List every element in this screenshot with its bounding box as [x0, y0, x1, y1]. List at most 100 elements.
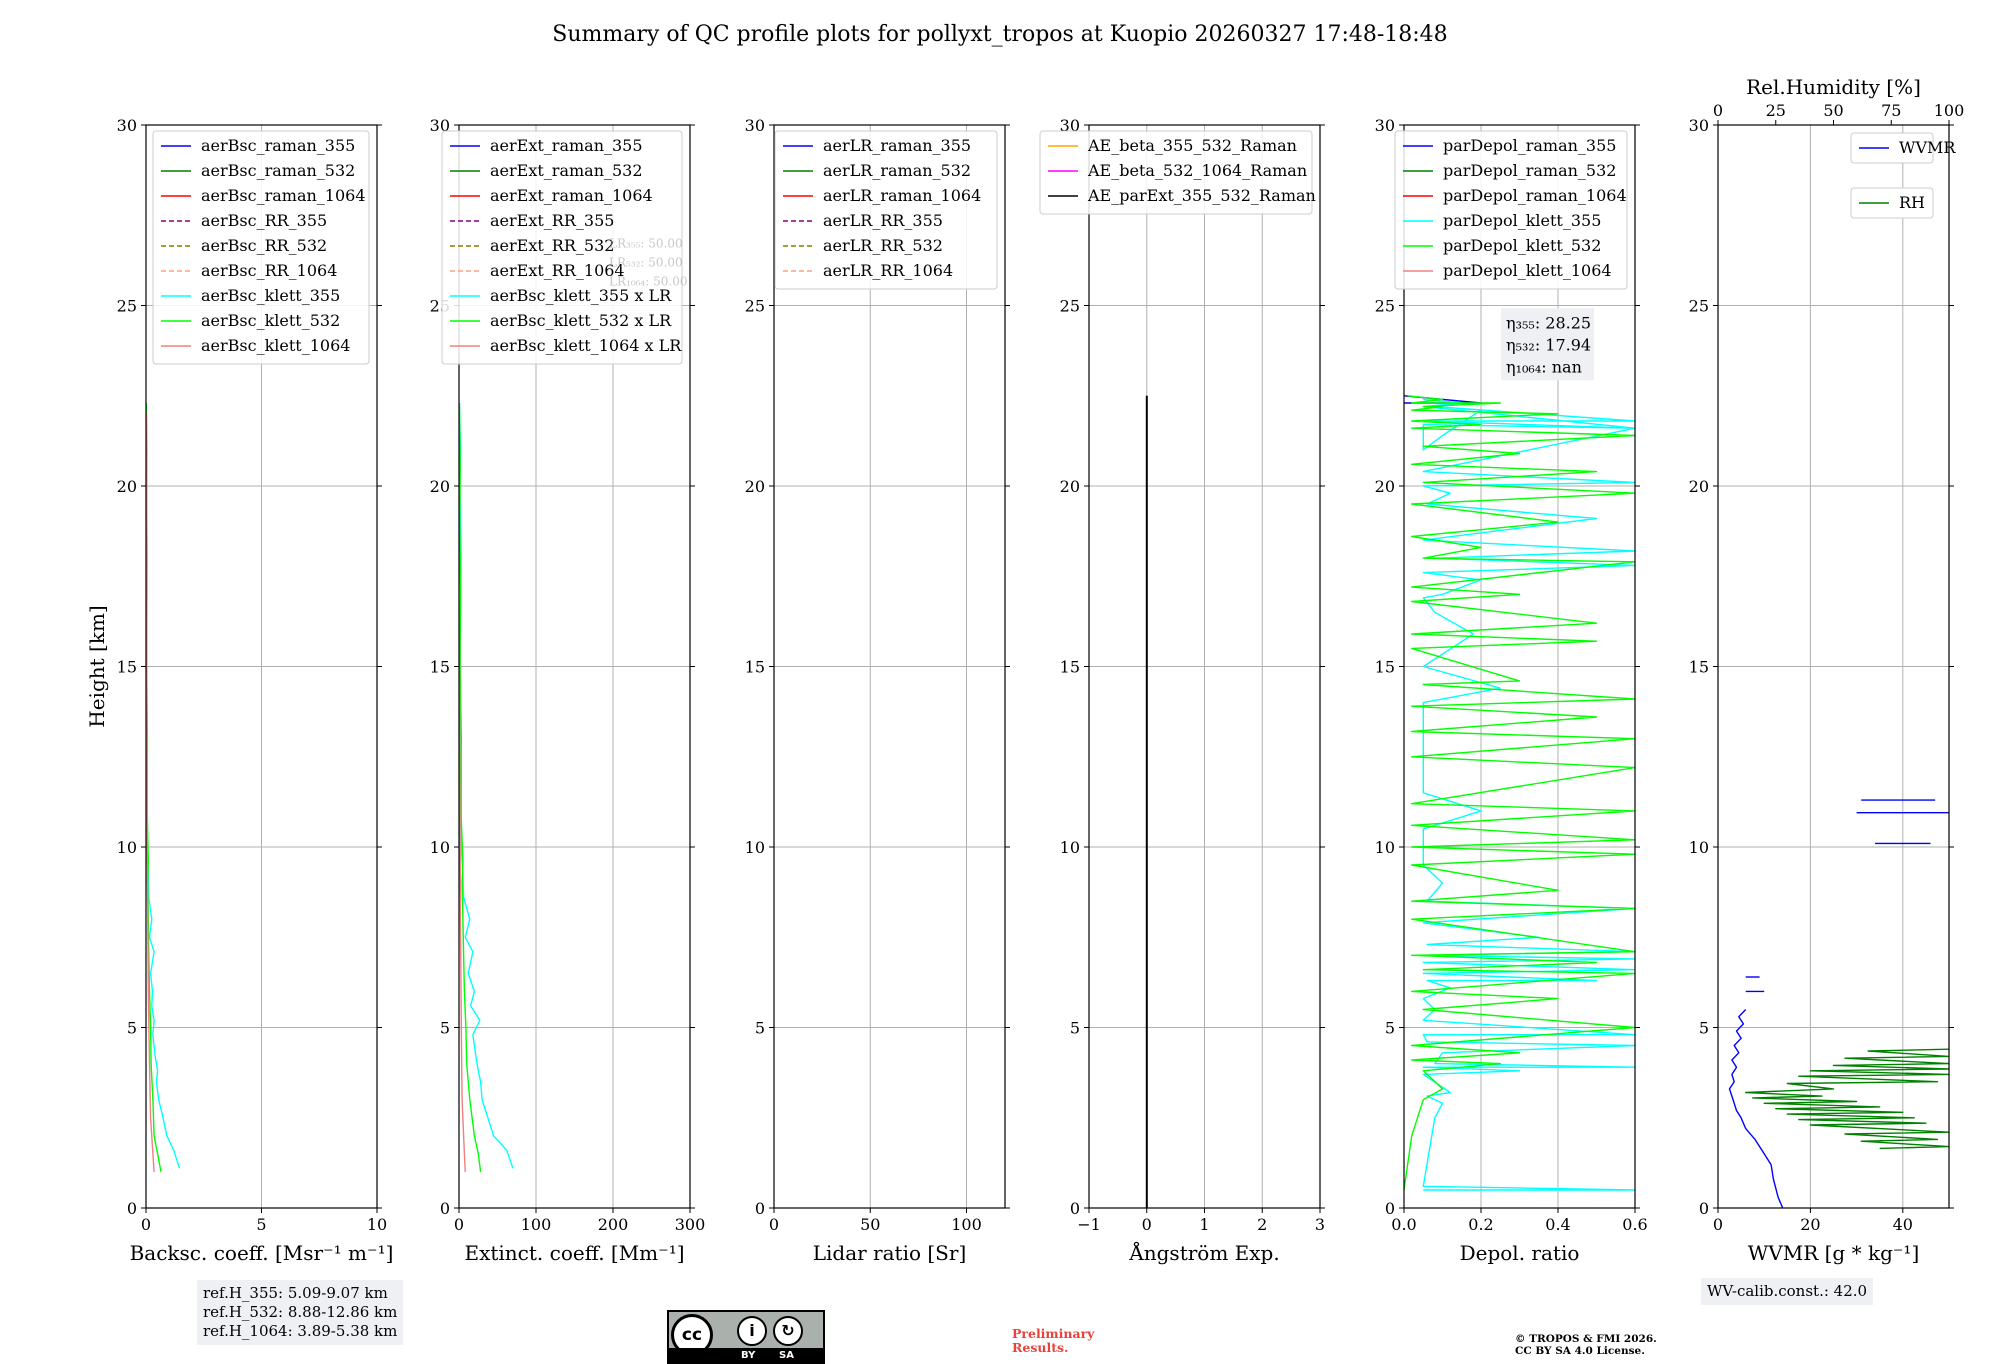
x-tick-label: 100	[521, 1215, 552, 1234]
y-tick-label: 25	[745, 297, 765, 316]
x-tick-label: 0	[1713, 1215, 1723, 1234]
legend-label: aerBsc_RR_1064	[201, 261, 337, 280]
y-tick-label: 15	[430, 658, 450, 677]
legend-label: aerBsc_raman_355	[201, 136, 355, 155]
refh-355: ref.H_355: 5.09-9.07 km	[203, 1284, 388, 1302]
x-axis-label: Extinct. coeff. [Mm⁻¹]	[464, 1241, 684, 1265]
top-x-tick-label: 50	[1823, 101, 1843, 120]
depol-annotation-line: η₃₅₅: 28.25	[1506, 313, 1591, 332]
lr-annotation-line: LR₃₅₅: 50.00	[609, 237, 683, 251]
reference-height-box: ref.H_355: 5.09-9.07 km ref.H_532: 8.88-…	[197, 1280, 404, 1345]
legend-label: aerBsc_klett_532 x LR	[490, 311, 672, 330]
y-tick-label: 0	[1699, 1199, 1709, 1218]
panel-backscatter: 0 5 10 15 20 25 30 0 5 10 Backsc. coeff. [Msr⁻¹ m⁻…	[85, 116, 393, 1265]
y-tick-label: 30	[430, 116, 450, 135]
x-tick-label: 20	[1800, 1215, 1820, 1234]
attribution-icon: i	[737, 1316, 767, 1346]
y-tick-label: 15	[745, 658, 765, 677]
figure-title: Summary of QC profile plots for pollyxt_…	[552, 22, 1448, 47]
y-tick-label: 0	[1070, 1199, 1080, 1218]
x-tick-label: 0.6	[1622, 1215, 1647, 1234]
legend-label: aerLR_RR_355	[823, 211, 943, 230]
top-x-tick-label: 0	[1713, 101, 1723, 120]
x-tick-label: 300	[675, 1215, 706, 1234]
depol-annotation-line: η₁₀₆₄: nan	[1506, 357, 1582, 376]
preliminary-results-note: Preliminary Results.	[1012, 1327, 1094, 1355]
legend-label: aerLR_raman_355	[823, 136, 971, 155]
y-tick-label: 20	[745, 477, 765, 496]
series-line-aerBsc-klett-355-x-LR	[459, 402, 514, 1169]
x-tick-label: −1	[1077, 1215, 1101, 1234]
legend-label: aerLR_raman_1064	[823, 186, 981, 205]
y-tick-label: 30	[745, 116, 765, 135]
legend-label: aerBsc_klett_1064	[201, 336, 350, 355]
y-tick-label: 25	[1375, 297, 1395, 316]
legend: parDepol_raman_355 parDepol_raman_532 parD…	[1394, 130, 1628, 290]
y-tick-label: 5	[1699, 1019, 1709, 1038]
top-x-tick-label: 100	[1934, 101, 1965, 120]
legend-box	[1850, 187, 1934, 219]
x-tick-label: 0	[454, 1215, 464, 1234]
refh-1064: ref.H_1064: 3.89-5.38 km	[203, 1322, 398, 1340]
y-tick-label: 25	[117, 297, 137, 316]
preliminary-line-1: Preliminary	[1012, 1326, 1095, 1341]
x-tick-label: 0.4	[1545, 1215, 1570, 1234]
cc-license-badge: cc i ↻ BY SA	[667, 1310, 825, 1364]
by-label: BY	[741, 1350, 756, 1361]
legend-box	[1394, 130, 1628, 290]
legend-label: AE_beta_355_532_Raman	[1087, 136, 1297, 155]
legend-label: parDepol_raman_1064	[1443, 186, 1627, 205]
x-tick-label: 0	[769, 1215, 779, 1234]
legend-label: aerLR_RR_532	[823, 236, 943, 255]
wv-calib-const: WV-calib.const.: 42.0	[1707, 1282, 1868, 1300]
x-axis-label: Depol. ratio	[1460, 1241, 1580, 1265]
y-tick-label: 0	[755, 1199, 765, 1218]
y-tick-label: 5	[1070, 1019, 1080, 1038]
legend-label: aerExt_raman_532	[490, 161, 643, 180]
x-tick-label: 2	[1257, 1215, 1267, 1234]
series-group	[459, 402, 514, 1172]
legend-box	[774, 130, 998, 290]
legend-label: aerExt_RR_355	[490, 211, 614, 230]
x-tick-label: 10	[367, 1215, 387, 1234]
legend: aerBsc_raman_355 aerBsc_raman_532 aerBsc_r…	[152, 130, 370, 365]
y-tick-label: 20	[1689, 477, 1709, 496]
legend-label: aerBsc_klett_1064 x LR	[490, 336, 682, 355]
y-tick-label: 10	[745, 838, 765, 857]
legend: aerLR_raman_355 aerLR_raman_532 aerLR_rama…	[774, 130, 998, 290]
legend-box	[1039, 130, 1313, 215]
y-tick-label: 15	[1375, 658, 1395, 677]
series-group	[146, 402, 181, 1173]
x-tick-label: 100	[951, 1215, 982, 1234]
y-tick-label: 20	[1060, 477, 1080, 496]
legend-label: aerExt_raman_1064	[490, 186, 653, 205]
refh-532: ref.H_532: 8.88-12.86 km	[203, 1303, 398, 1321]
legend-label: WVMR	[1899, 138, 1956, 157]
series-group	[1728, 799, 1949, 1208]
x-tick-label: 0	[1142, 1215, 1152, 1234]
legend-label: aerBsc_raman_1064	[201, 186, 366, 205]
copyright-line-1: © TROPOS & FMI 2026.	[1515, 1333, 1657, 1345]
legend: AE_beta_355_532_Raman AE_beta_532_1064_Ra…	[1039, 130, 1316, 215]
x-axis-label: Lidar ratio [Sr]	[813, 1241, 967, 1265]
legend-label: parDepol_klett_1064	[1443, 261, 1612, 280]
x-axis-label: Backsc. coeff. [Msr⁻¹ m⁻¹]	[130, 1241, 394, 1265]
legend-label: aerLR_raman_532	[823, 161, 971, 180]
license-bar	[669, 1348, 823, 1362]
y-tick-label: 25	[1060, 297, 1080, 316]
legend-label: aerExt_raman_355	[490, 136, 643, 155]
top-x-tick-label: 75	[1881, 101, 1901, 120]
share-alike-icon: ↻	[773, 1316, 803, 1346]
x-tick-label: 0.0	[1391, 1215, 1416, 1234]
series-line-aerBsc-klett-532	[146, 402, 162, 1173]
copyright-line-2: CC BY SA 4.0 License.	[1515, 1345, 1645, 1357]
y-tick-label: 15	[117, 658, 137, 677]
x-tick-label: 0	[141, 1215, 151, 1234]
y-tick-label: 30	[1060, 116, 1080, 135]
panel-lidar_ratio: 0 5 10 15 20 25 30 0 50 100 Lidar ratio [Sr] aerLR_…	[745, 116, 1010, 1265]
copyright-note: © TROPOS & FMI 2026. CC BY SA 4.0 Licens…	[1515, 1333, 1657, 1357]
y-tick-label: 15	[1689, 658, 1709, 677]
x-tick-label: 40	[1893, 1215, 1913, 1234]
y-tick-label: 0	[1385, 1199, 1395, 1218]
